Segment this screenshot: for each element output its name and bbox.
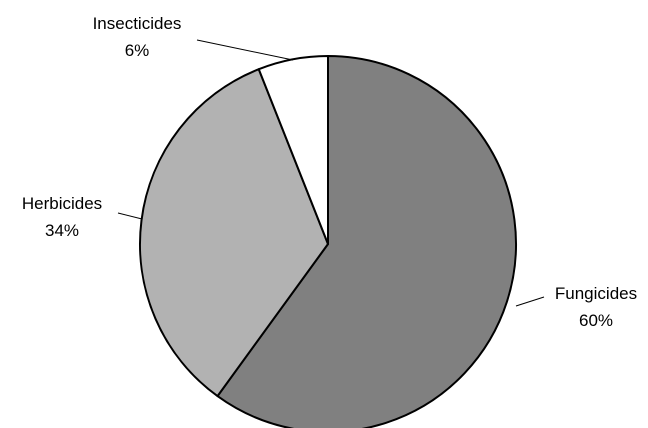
slice-value-insecticides: 6% [125, 41, 150, 60]
slice-label-herbicides: Herbicides [22, 194, 102, 213]
label-herbicides: Herbicides 34% [22, 194, 143, 240]
label-fungicides: Fungicides 60% [515, 284, 637, 330]
slice-value-herbicides: 34% [45, 221, 79, 240]
slice-label-fungicides: Fungicides [555, 284, 637, 303]
leader-line-insecticides [196, 39, 294, 61]
slice-value-fungicides: 60% [579, 311, 613, 330]
leader-line-herbicides [117, 212, 143, 220]
slice-insecticides [257, 55, 329, 245]
pie-slices [139, 55, 517, 428]
slice-herbicides [139, 68, 329, 398]
leader-line-fungicides [515, 296, 545, 307]
slice-fungicides [216, 55, 517, 428]
slice-label-insecticides: Insecticides [93, 14, 182, 33]
label-insecticides: Insecticides 6% [93, 14, 294, 61]
